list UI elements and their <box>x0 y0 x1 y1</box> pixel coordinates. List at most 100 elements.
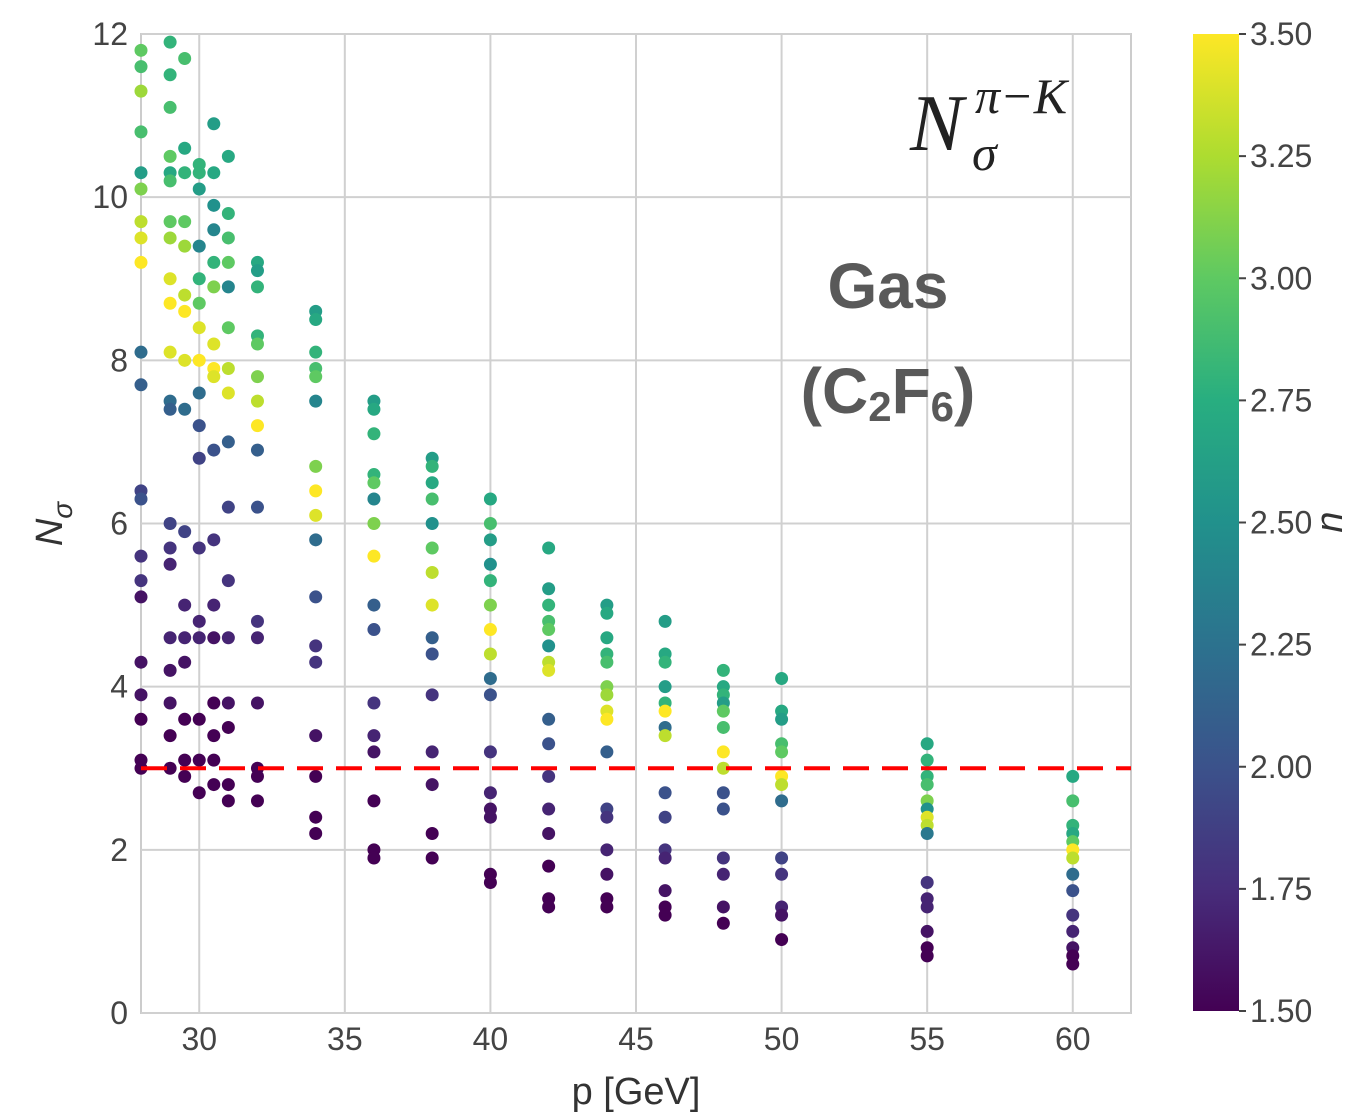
data-point <box>250 769 264 783</box>
y-axis-label: Nσ <box>29 501 78 546</box>
data-point <box>163 729 177 743</box>
colorbar-tick-label: 3.00 <box>1250 260 1312 296</box>
data-point <box>309 810 323 824</box>
data-point <box>207 533 221 547</box>
colorbar-tick-labels: 1.50 1.75 2.00 2.25 2.50 2.75 3.00 3.25 3.50 <box>1239 16 1312 1029</box>
data-point <box>221 794 235 808</box>
x-tick-label: 50 <box>764 1021 800 1057</box>
data-point <box>658 851 672 865</box>
data-point <box>309 590 323 604</box>
data-point <box>367 427 381 441</box>
data-point <box>192 353 206 367</box>
data-point <box>1066 794 1080 808</box>
data-point <box>367 476 381 490</box>
y-tick-label: 0 <box>110 995 128 1031</box>
colorbar-tick-label: 3.50 <box>1250 16 1312 52</box>
x-tick-label: 35 <box>327 1021 363 1057</box>
data-point <box>483 623 497 637</box>
data-point <box>309 313 323 327</box>
x-tick-label: 55 <box>909 1021 945 1057</box>
data-point <box>192 786 206 800</box>
data-point <box>250 794 264 808</box>
data-point <box>1066 851 1080 865</box>
y-tick-label: 8 <box>110 342 128 378</box>
medium-label: Gas <box>828 250 949 322</box>
data-point <box>483 810 497 824</box>
colorbar-tick-label: 1.75 <box>1250 871 1312 907</box>
data-point <box>716 745 730 759</box>
data-point <box>163 541 177 555</box>
data-point <box>250 443 264 457</box>
data-point <box>425 827 439 841</box>
data-point <box>178 402 192 416</box>
data-point <box>920 924 934 938</box>
data-point <box>920 949 934 963</box>
data-point <box>542 737 556 751</box>
data-point <box>600 631 614 645</box>
data-point <box>221 500 235 514</box>
data-point <box>192 541 206 555</box>
data-point <box>163 296 177 310</box>
y-tick-label: 6 <box>110 506 128 542</box>
data-point <box>134 60 148 74</box>
data-point <box>920 900 934 914</box>
data-point <box>309 484 323 498</box>
data-point <box>542 639 556 653</box>
data-point <box>192 631 206 645</box>
data-point <box>483 745 497 759</box>
data-point <box>221 280 235 294</box>
data-point <box>221 321 235 335</box>
data-point <box>192 182 206 196</box>
data-point <box>775 933 789 947</box>
data-point <box>207 696 221 710</box>
data-point <box>658 786 672 800</box>
data-point <box>716 663 730 677</box>
data-point <box>178 598 192 612</box>
data-point <box>207 443 221 457</box>
svg-text:Nσ: Nσ <box>29 501 78 546</box>
data-point <box>134 215 148 229</box>
data-point <box>425 598 439 612</box>
data-point <box>250 419 264 433</box>
data-point <box>221 631 235 645</box>
data-point <box>658 729 672 743</box>
data-point <box>309 639 323 653</box>
data-point <box>920 875 934 889</box>
data-point <box>134 688 148 702</box>
data-point <box>367 696 381 710</box>
formula-superscript: π−K <box>975 68 1070 124</box>
data-point <box>542 598 556 612</box>
data-point <box>207 778 221 792</box>
data-point <box>192 272 206 286</box>
data-point <box>600 867 614 881</box>
data-point <box>221 255 235 269</box>
colorbar-tick-label: 2.75 <box>1250 382 1312 418</box>
data-point <box>658 655 672 669</box>
data-point <box>483 875 497 889</box>
data-point <box>163 231 177 245</box>
data-point <box>309 345 323 359</box>
data-point <box>134 655 148 669</box>
data-point <box>600 843 614 857</box>
data-point <box>163 174 177 188</box>
data-point <box>483 688 497 702</box>
data-point <box>178 753 192 767</box>
data-point <box>192 712 206 726</box>
data-point <box>192 614 206 628</box>
colorbar-label: n <box>1309 511 1351 532</box>
data-point <box>178 141 192 155</box>
data-point <box>250 280 264 294</box>
data-point <box>178 631 192 645</box>
data-point <box>309 655 323 669</box>
data-point <box>309 370 323 384</box>
data-point <box>134 255 148 269</box>
data-point <box>542 663 556 677</box>
data-point <box>178 655 192 669</box>
data-point <box>207 198 221 212</box>
formula-subscript: σ <box>972 125 999 181</box>
data-point <box>658 680 672 694</box>
data-point <box>309 533 323 547</box>
data-point <box>600 810 614 824</box>
data-point <box>483 492 497 506</box>
data-point <box>367 745 381 759</box>
